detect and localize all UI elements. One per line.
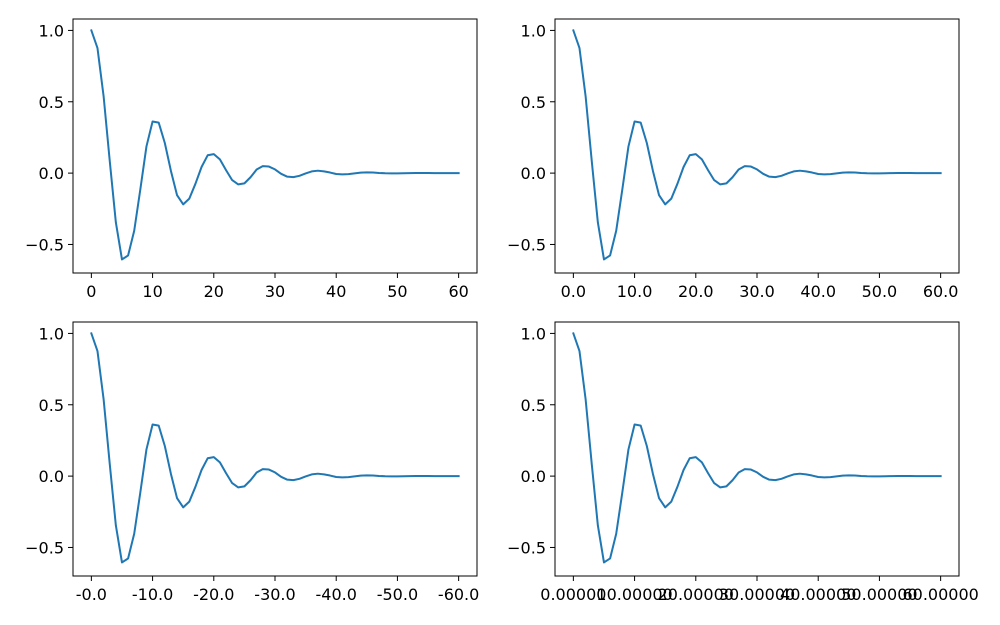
y-tick-label: 1.0 xyxy=(39,324,64,343)
series-line xyxy=(572,29,942,261)
x-tick-label: 40.00000 xyxy=(780,585,856,604)
x-tick-label: -20.0 xyxy=(193,585,234,604)
x-tick-label: -10.0 xyxy=(132,585,173,604)
x-tick-label: 60.00000 xyxy=(902,585,978,604)
x-tick-label: 10.00000 xyxy=(596,585,672,604)
subplot-3: -0.0 -10.0 -20.0 -30.0 -40.0 -50.0 -60.0 1.0 0.5… xyxy=(25,321,479,604)
y-tick-label: 0.5 xyxy=(521,93,546,112)
x-tick-label: 40.0 xyxy=(800,282,836,301)
series-line xyxy=(90,332,460,564)
y-tick-label: −0.5 xyxy=(25,235,64,254)
subplot-2: 0.0 10.0 20.0 30.0 40.0 50.0 60.0 1.0 0.5 0.0 −0.5 xyxy=(507,18,960,301)
y-tick-label: 0.0 xyxy=(39,164,64,183)
y-tick-label: 1.0 xyxy=(521,324,546,343)
x-tick-label: -40.0 xyxy=(316,585,357,604)
y-tick-label: 0.5 xyxy=(521,396,546,415)
x-tick-label: -0.0 xyxy=(76,585,107,604)
x-tick-label: 50.00000 xyxy=(841,585,917,604)
series-line xyxy=(90,29,460,261)
y-tick-label: −0.5 xyxy=(507,538,546,557)
x-tick-label: -50.0 xyxy=(377,585,418,604)
x-tick-label: 0.00000 xyxy=(540,585,606,604)
series-line xyxy=(572,332,942,564)
subplot-4: 0.0000010.0000020.0000030.0000040.000005… xyxy=(507,321,979,604)
y-tick-label: 0.5 xyxy=(39,93,64,112)
x-tick-label: 10 xyxy=(142,282,162,301)
x-tick-label: 50.0 xyxy=(862,282,898,301)
x-tick-label: -30.0 xyxy=(254,585,295,604)
x-tick-label: 60.0 xyxy=(923,282,959,301)
y-tick-label: 0.0 xyxy=(521,164,546,183)
x-tick-label: 40 xyxy=(326,282,346,301)
x-tick-label: 30 xyxy=(265,282,285,301)
x-tick-label: 30.0 xyxy=(739,282,775,301)
x-tick-label: 0.0 xyxy=(561,282,586,301)
y-tick-label: −0.5 xyxy=(25,538,64,557)
x-tick-label: 0 xyxy=(86,282,96,301)
y-tick-label: 0.5 xyxy=(39,396,64,415)
x-tick-label: 10.0 xyxy=(617,282,653,301)
x-tick-label: 50 xyxy=(387,282,407,301)
x-tick-label: 30.00000 xyxy=(719,585,795,604)
y-tick-label: 0.0 xyxy=(39,467,64,486)
subplot-1: 0 10 20 30 40 50 60 1.0 0.5 0.0 −0.5 xyxy=(25,18,478,301)
y-tick-label: 0.0 xyxy=(521,467,546,486)
x-tick-label: 20.00000 xyxy=(658,585,734,604)
x-tick-label: -60.0 xyxy=(438,585,479,604)
y-tick-label: 1.0 xyxy=(39,21,64,40)
y-tick-label: 1.0 xyxy=(521,21,546,40)
x-tick-label: 60 xyxy=(448,282,468,301)
x-tick-label: 20.0 xyxy=(678,282,714,301)
y-tick-label: −0.5 xyxy=(507,235,546,254)
x-tick-label: 20 xyxy=(204,282,224,301)
